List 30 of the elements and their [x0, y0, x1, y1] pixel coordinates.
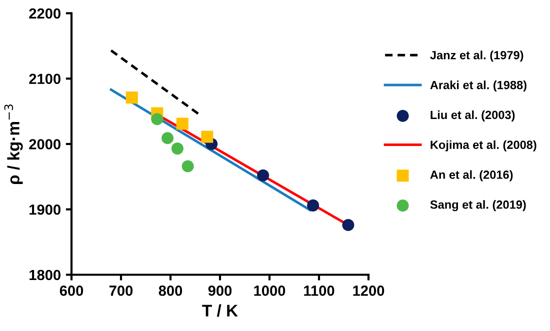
point — [342, 219, 354, 232]
y-tick-label: 2100 — [29, 74, 60, 84]
x-axis-title: T / K — [202, 304, 238, 317]
x-tick-label: 900 — [208, 286, 232, 296]
legend-label: Sang et al. (2019) — [430, 200, 526, 212]
legend-label: Liu et al. (2003) — [430, 110, 515, 122]
point — [201, 130, 214, 143]
legend-label: Araki et al. (1988) — [430, 80, 526, 92]
point — [307, 199, 320, 212]
x-tick-label: 700 — [109, 286, 133, 296]
x-tick-label: 800 — [158, 286, 182, 296]
x-tick-label: 1000 — [254, 286, 286, 296]
y-axis-title: ρ / kg·m$^{−3}$ — [4, 104, 23, 184]
y-tick-label: 2200 — [29, 8, 60, 19]
y-tick-label: 2000 — [29, 139, 60, 150]
point — [176, 118, 188, 130]
legend-label: An et al. (2016) — [430, 170, 513, 182]
point — [162, 132, 174, 144]
y-tick-label: 1900 — [30, 204, 60, 215]
point — [257, 169, 270, 182]
x-tick-label: 1200 — [353, 286, 384, 296]
x-tick-label: 1100 — [304, 286, 334, 296]
legend-label: Kojima et al. (2008) — [430, 140, 536, 152]
point — [126, 92, 138, 104]
x-tick-label: 600 — [60, 286, 84, 296]
point — [182, 160, 194, 172]
y-tick-label: 1800 — [30, 270, 60, 280]
point — [151, 113, 164, 126]
point — [171, 142, 184, 155]
legend-label: Janz et al. (1979) — [430, 50, 524, 62]
